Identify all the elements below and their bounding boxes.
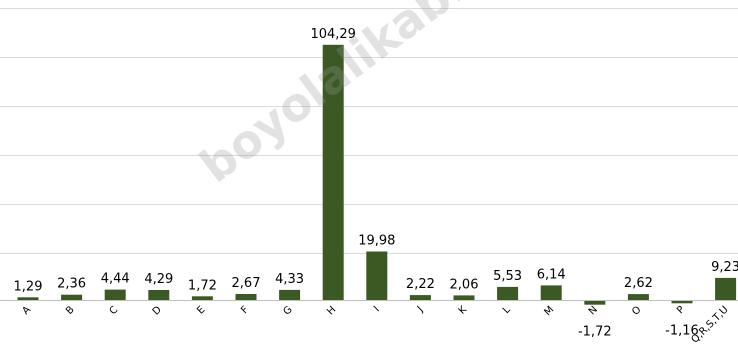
tick-label-H: H [325,304,338,317]
data-label-J: 2,22 [406,277,435,292]
bar-P [671,300,693,304]
bar-N [584,300,606,305]
tick-label-K: K [457,304,470,317]
tick-label-B: B [64,304,77,317]
data-label-O: 2,62 [624,276,653,291]
data-label-A: 1,29 [14,279,43,294]
bar-I [366,251,388,301]
tick-label-I: I [372,304,382,314]
data-label-D: 4,29 [144,272,173,287]
bar-A [17,297,39,301]
tick-label-O: O [630,304,643,317]
tick-label-C: C [108,304,121,317]
tick-label-F: F [239,304,251,316]
tick-label-L: L [501,304,513,316]
bars [17,44,737,305]
data-label-C: 4,44 [101,272,130,287]
tick-label-P: P [675,304,687,316]
data-label-K: 2,06 [450,277,479,292]
data-label-F: 2,67 [232,276,261,291]
tick-label-G: G [281,304,294,317]
bar-E [191,296,213,301]
tick-label-E: E [195,304,207,316]
data-label-H: 104,29 [310,27,356,42]
data-label-Q,R,S,T,U: 9,23 [711,260,738,275]
bar-O [627,294,649,301]
data-label-I: 19,98 [358,234,395,249]
tick-label-D: D [151,304,164,317]
bar-K [453,295,475,301]
bar-C [104,289,126,301]
data-label-B: 2,36 [57,277,86,292]
bar-J [409,295,431,301]
x-tick-labels: A B C D E F G H I J K L M N O P Q,R,S,T,U [21,304,731,346]
bar-D [148,290,170,301]
bar-F [235,294,257,301]
bar-L [497,286,519,301]
tick-label-N: N [587,304,600,317]
data-label-P: -1,16 [665,323,699,338]
data-label-G: 4,33 [275,272,304,287]
data-label-M: 6,14 [537,267,566,282]
tick-label-J: J [415,304,426,315]
tick-label-A: A [21,304,34,317]
bar-G [279,289,301,301]
bar-Q,R,S,T,U [715,277,737,301]
data-label-L: 5,53 [493,269,522,284]
data-label-E: 1,72 [188,278,217,293]
tick-label-M: M [542,304,556,318]
data-labels: 1,29 2,36 4,44 4,29 1,72 2,67 4,33 104,29 19,98 2… [14,27,738,340]
gridlines [0,8,738,254]
bar-H [322,44,344,301]
data-label-N: -1,72 [578,325,612,340]
bar-B [61,294,83,301]
bar-M [540,285,562,301]
